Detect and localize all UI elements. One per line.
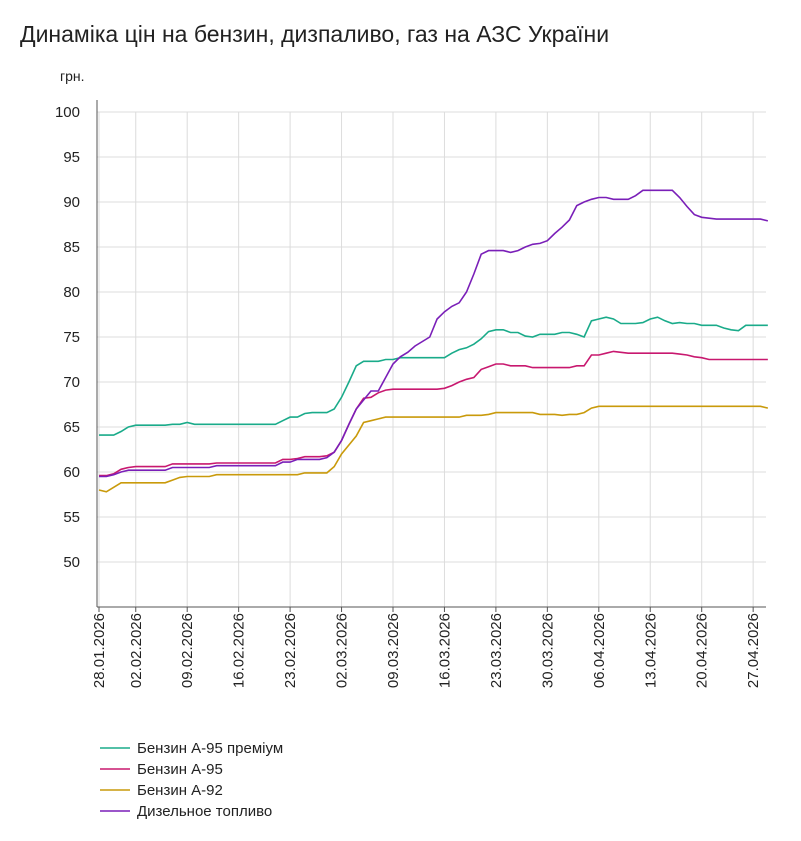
legend-label: Бензин А-95 преміум [137,740,283,757]
x-tick-label: 20.04.2026 [694,613,711,688]
x-tick-label: 27.04.2026 [745,613,762,688]
y-unit: грн. [60,68,85,84]
series-line [99,316,768,436]
series-line [98,405,769,493]
legend-label: Дизельное топливо [137,803,272,820]
y-tick-label: 75 [63,329,80,346]
y-tick-label: 55 [63,509,80,526]
x-tick-label: 30.03.2026 [539,613,556,688]
y-tick-label: 50 [63,554,80,571]
y-tick-label: 95 [63,149,80,166]
y-tick-label: 65 [63,419,80,436]
chart-title: Динаміка цін на бензин, дизпаливо, газ н… [20,21,609,47]
x-tick-label: 16.02.2026 [231,613,248,688]
y-tick-label: 80 [63,284,80,301]
legend-label: Бензин А-92 [137,782,223,799]
y-tick-label: 60 [63,464,80,481]
x-tick-label: 09.03.2026 [385,613,402,688]
x-tick-label: 28.01.2026 [91,613,108,688]
x-tick-label: 16.03.2026 [436,613,453,688]
legend-label: Бензин А-95 [137,761,223,778]
x-tick-label: 09.02.2026 [179,613,196,688]
x-tick-label: 02.02.2026 [128,613,145,688]
y-tick-label: 70 [63,374,80,391]
y-tick-label: 90 [63,194,80,211]
x-tick-label: 23.03.2026 [488,613,505,688]
y-tick-label: 85 [63,239,80,256]
x-tick-label: 23.02.2026 [282,613,299,688]
x-tick-label: 06.04.2026 [591,613,608,688]
series-line [99,350,768,477]
x-tick-label: 02.03.2026 [334,613,351,688]
series-line [99,189,769,478]
x-tick-label: 13.04.2026 [642,613,659,688]
y-tick-label: 100 [55,104,80,121]
